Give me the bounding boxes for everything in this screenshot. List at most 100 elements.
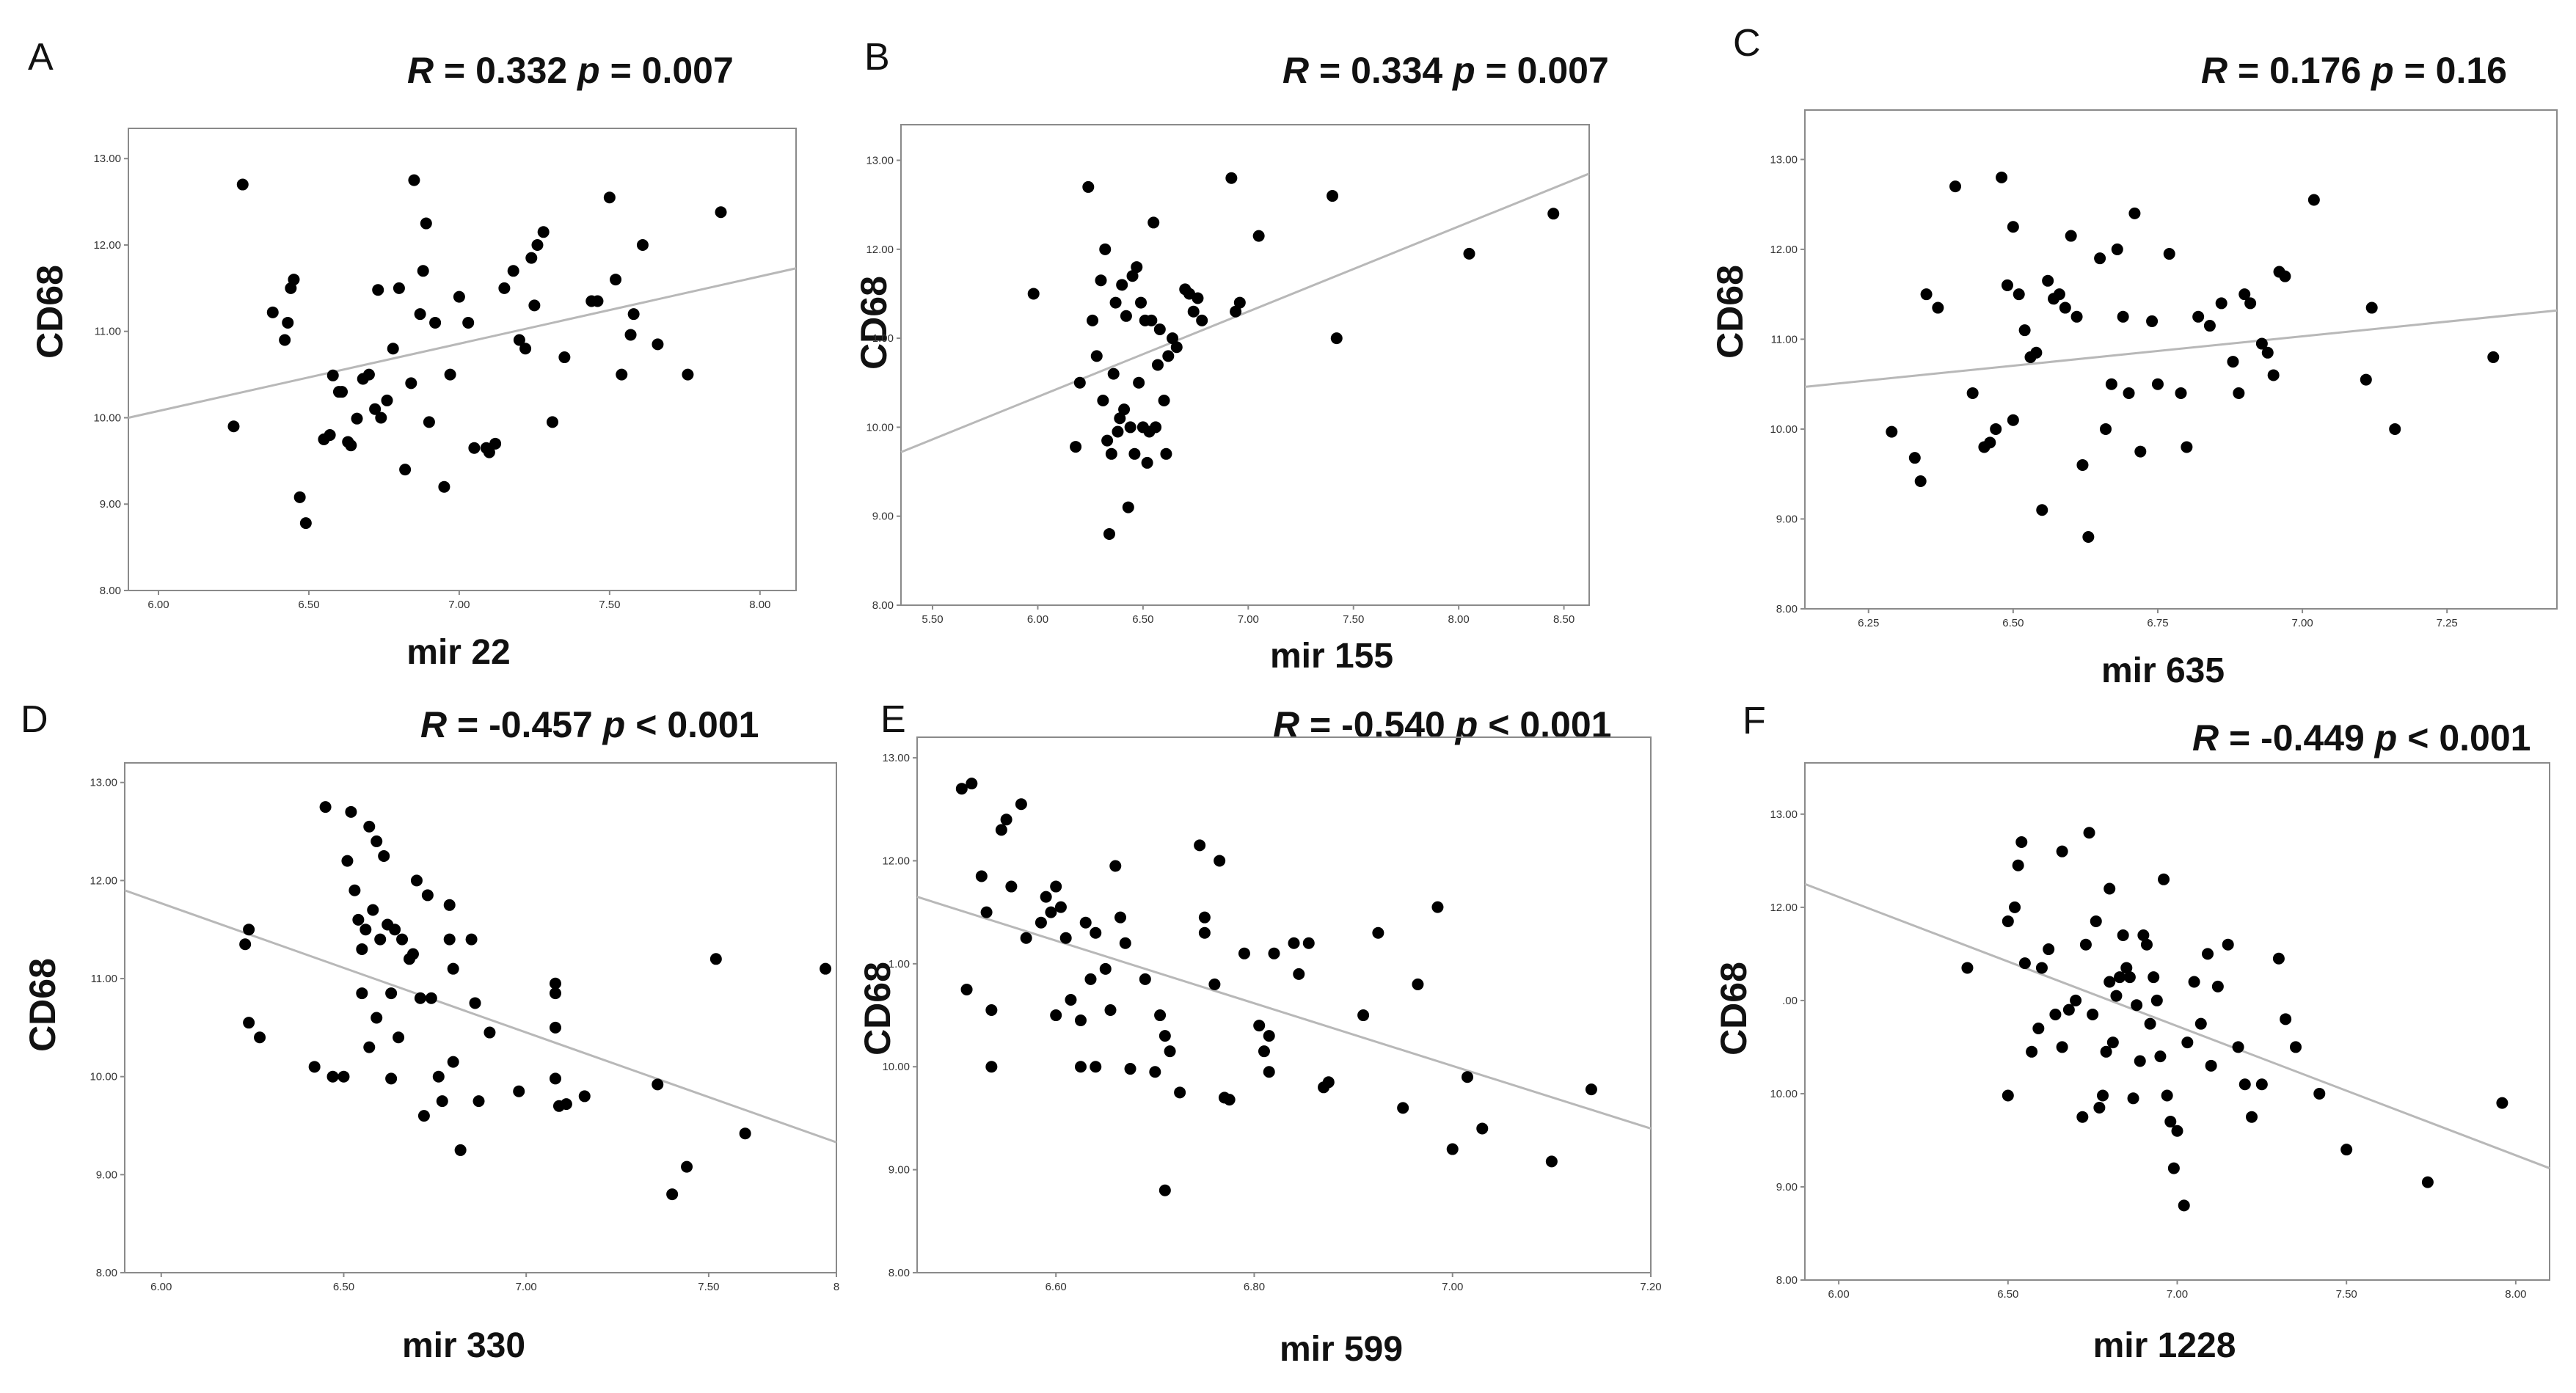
panel-e-point: [1084, 973, 1097, 985]
panel-e-point: [1462, 1071, 1473, 1083]
panel-e-point: [1050, 1009, 1062, 1022]
panel-d-point: [308, 1061, 321, 1073]
panel-f-point: [1961, 962, 1974, 974]
panel-a-point: [546, 416, 558, 428]
panel-d-point: [560, 1098, 572, 1111]
panel-a-point: [381, 394, 393, 406]
panel-d-y-tick-label: 12.00: [90, 874, 117, 887]
panel-a-y-tick-label: 9.00: [100, 498, 121, 511]
panel-f-point: [2280, 1013, 2292, 1025]
panel-f-point: [2049, 1008, 2062, 1020]
panel-e-x-tick-label: 6.80: [1244, 1281, 1265, 1293]
panel-c-x-label: mir 635: [2101, 651, 2225, 690]
panel-b-point: [1151, 359, 1164, 371]
panel-f-point: [2161, 1089, 2173, 1102]
panel-c-y-tick-label: 13.00: [1770, 153, 1798, 166]
panel-e-fit-line: [916, 896, 1652, 1130]
panel-b-point: [1145, 314, 1158, 326]
panel-f-point: [2188, 976, 2200, 988]
panel-c-point: [2123, 387, 2135, 399]
panel-c-point: [1886, 425, 1898, 438]
panel-a-point: [624, 329, 637, 341]
panel-f-point: [2002, 915, 2014, 927]
panel-e-point: [966, 778, 978, 790]
panel-c-point: [2181, 441, 2193, 453]
panel-b-x-tick-label: 5.50: [922, 613, 943, 626]
panel-f-point: [2167, 1162, 2180, 1174]
panel-b-y-tick-label: 9.00: [872, 511, 894, 523]
panel-e-point: [1035, 916, 1047, 929]
panel-b-point: [1158, 395, 1170, 407]
panel-e-point: [1431, 901, 1444, 913]
panel-f-y-tick-label: 12.00: [1770, 902, 1798, 914]
panel-b-y-label: CD68: [853, 276, 894, 370]
panel-d-point: [447, 962, 459, 975]
panel-e-point: [1090, 1061, 1102, 1073]
panel-e-point: [1124, 1063, 1136, 1075]
panel-c-point: [2007, 221, 2019, 233]
panel-c-point: [2070, 310, 2083, 323]
panel-e-point: [1139, 973, 1151, 985]
panel-f-point: [2090, 915, 2102, 927]
panel-c-point: [2233, 387, 2245, 399]
panel-a-point: [299, 517, 312, 530]
panel-c-point: [2001, 279, 2013, 291]
panel-f-point: [2093, 1102, 2106, 1114]
panel-c-point: [1996, 171, 2008, 183]
panel-d-frame: [124, 762, 837, 1273]
panel-f-point: [2137, 929, 2150, 941]
panel-a-point: [405, 377, 417, 390]
panel-d-point: [447, 1056, 459, 1068]
panel-f-point: [2222, 938, 2234, 951]
panel-e-stats: R = -0.540 p < 0.001: [1273, 704, 1611, 745]
panel-b-letter: B: [864, 36, 890, 78]
panel-f-point: [2114, 971, 2126, 984]
panel-a-point: [616, 368, 628, 381]
panel-c-fit-line: [1804, 309, 2558, 388]
panel-b-point: [1147, 216, 1160, 229]
panel-a-point: [279, 334, 291, 346]
panel-c-x-tick-label: 7.25: [2437, 617, 2458, 629]
panel-e-point: [1159, 1030, 1171, 1042]
panel-a-point: [293, 491, 306, 503]
panel-a-point: [408, 174, 420, 186]
panel-e-point: [1099, 962, 1112, 975]
panel-b-point: [1122, 501, 1134, 513]
panel-b-point: [1124, 421, 1136, 434]
panel-d-point: [367, 904, 379, 916]
panel-a-point: [603, 191, 616, 204]
panel-b-point: [1160, 447, 1172, 460]
panel-c-y-tick-label: 8.00: [1776, 603, 1798, 615]
panel-a-point: [636, 238, 649, 251]
panel-e-point: [1005, 880, 1018, 893]
panel-b-y-tick-label: 10.00: [866, 421, 894, 434]
panel-f-point: [2148, 971, 2160, 984]
panel-a-point: [227, 420, 240, 433]
panel-b-point: [1116, 279, 1128, 291]
panel-f-x-tick-label: 6.00: [1828, 1288, 1850, 1301]
panel-c-point: [2389, 423, 2401, 435]
panel-e-point: [1015, 798, 1027, 811]
panel-f-point: [2246, 1111, 2258, 1123]
panel-d-point: [549, 1072, 561, 1085]
panel-f-stats: R = -0.449 p < 0.001: [2192, 717, 2531, 758]
panel-e-x-tick-label: 7.00: [1442, 1281, 1463, 1293]
panel-a-point: [438, 480, 450, 493]
panel-b-point: [1112, 425, 1124, 438]
panel-c-point: [2100, 423, 2112, 435]
panel-f-point: [2070, 994, 2082, 1006]
panel-e-y-tick-label: 9.00: [889, 1164, 910, 1177]
panel-e-point: [1194, 839, 1206, 852]
panel-f-y-tick-label: 9.00: [1776, 1181, 1798, 1193]
panel-e-point: [1238, 947, 1250, 959]
panel-f-x-tick-label: 8.00: [2505, 1288, 2526, 1301]
panel-a-point: [525, 252, 538, 264]
panel-e-point: [1119, 937, 1131, 949]
panel-f-point: [2255, 1078, 2268, 1091]
panel-c-point: [2013, 288, 2025, 301]
panel-f-point: [2239, 1078, 2251, 1091]
panel-e-point: [1198, 926, 1211, 939]
panel-f-point: [2009, 901, 2021, 913]
panel-b-point: [1095, 274, 1107, 287]
panel-e-point: [1288, 937, 1300, 949]
